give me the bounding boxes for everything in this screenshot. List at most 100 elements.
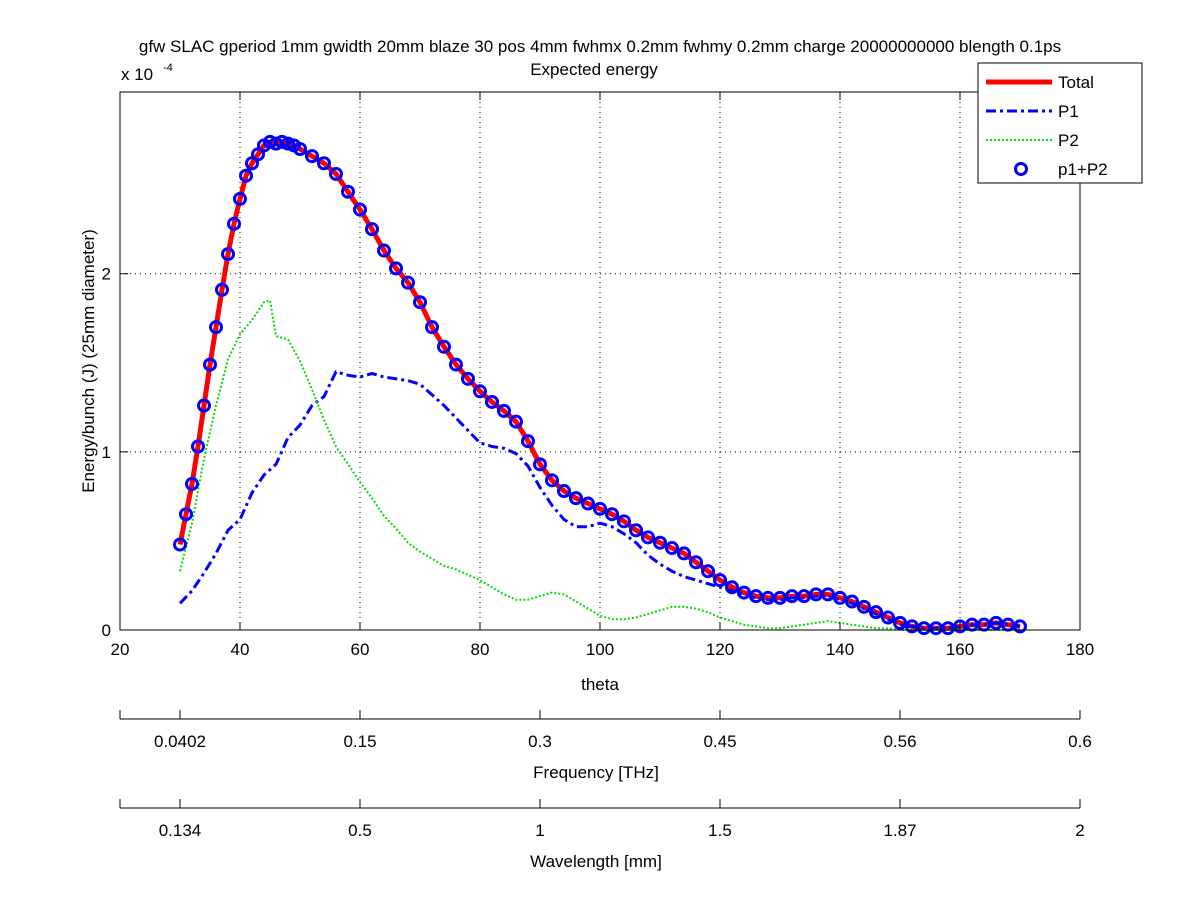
data-point-marker <box>413 295 427 310</box>
data-point-marker <box>233 191 247 206</box>
data-point-marker <box>203 357 217 372</box>
data-point-marker <box>821 587 835 602</box>
secondary-tick-label: 1.87 <box>883 821 916 840</box>
data-point-marker <box>521 434 535 449</box>
data-point-marker <box>227 216 241 231</box>
legend-entry-p1-p2: p1+P2 <box>1014 160 1108 179</box>
secondary-axis-label: Wavelength [mm] <box>530 852 662 871</box>
data-point-marker <box>713 573 727 588</box>
secondary-axis-label: Frequency [THz] <box>533 763 659 782</box>
x-tick-label: 120 <box>706 640 734 659</box>
y-tick-label: 2 <box>102 265 111 284</box>
data-point-marker <box>1013 619 1027 634</box>
secondary-tick-label: 0.56 <box>883 732 916 751</box>
data-point-marker <box>305 149 319 164</box>
legend-label: P2 <box>1058 131 1079 150</box>
data-point-marker <box>449 357 463 372</box>
x-axis-label: theta <box>581 675 619 694</box>
legend: Total P1 P2 p1+P2 <box>977 62 1143 184</box>
data-point-marker <box>737 585 751 600</box>
y-tick-label: 1 <box>102 443 111 462</box>
data-point-marker <box>173 537 187 552</box>
data-point-marker <box>329 166 343 181</box>
x-tick-label: 160 <box>946 640 974 659</box>
data-point-marker <box>641 530 655 545</box>
legend-label: Total <box>1058 73 1094 92</box>
data-point-marker <box>389 261 403 276</box>
data-point-marker <box>833 590 847 605</box>
data-point-marker <box>593 501 607 516</box>
x-tick-label: 100 <box>586 640 614 659</box>
data-point-marker <box>401 275 415 290</box>
series-line <box>179 299 1020 631</box>
secondary-tick-label: 2 <box>1075 821 1084 840</box>
series-p1-p2 <box>173 134 1027 636</box>
data-point-marker <box>221 247 235 262</box>
data-point-marker <box>497 403 511 418</box>
secondary-tick-label: 0.6 <box>1068 732 1092 751</box>
data-point-marker <box>677 546 691 561</box>
data-point-marker <box>191 439 205 454</box>
data-point-marker <box>341 184 355 199</box>
data-point-marker <box>215 282 229 297</box>
series-p2 <box>179 299 1020 631</box>
data-point-marker <box>725 580 739 595</box>
data-point-marker <box>281 136 295 151</box>
chart-title: gfw SLAC gperiod 1mm gwidth 20mm blaze 3… <box>139 37 1061 56</box>
y-tick-label: 0 <box>102 621 111 640</box>
legend-entry-p1: P1 <box>986 102 1079 121</box>
data-point-marker <box>461 371 475 386</box>
secondary-axis-frequency: 0.0402 0.15 0.3 0.45 0.56 0.6 Frequency [THz] <box>119 710 1092 782</box>
data-point-marker <box>239 168 253 183</box>
legend-entry-p2: P2 <box>986 131 1079 150</box>
data-point-marker <box>701 564 715 579</box>
data-point-marker <box>845 594 859 609</box>
secondary-tick-label: 0.45 <box>703 732 736 751</box>
data-point-marker <box>179 507 193 522</box>
y-exponent-base: x 10 <box>121 65 153 84</box>
data-point-marker <box>275 134 289 149</box>
secondary-tick-label: 1.5 <box>708 821 732 840</box>
data-point-marker <box>317 156 331 171</box>
y-exponent-power: -4 <box>163 62 173 74</box>
x-tick-label: 20 <box>111 640 130 659</box>
data-point-marker <box>605 507 619 522</box>
data-point-marker <box>293 142 307 157</box>
secondary-tick-label: 0.15 <box>343 732 376 751</box>
legend-entry-total: Total <box>986 73 1094 92</box>
secondary-tick-label: 0.3 <box>528 732 552 751</box>
data-point-marker <box>185 476 199 491</box>
y-axis-label: Energy/bunch (J) (25mm diameter) <box>79 229 98 493</box>
data-point-marker <box>377 243 391 258</box>
series-p1 <box>178 370 1021 630</box>
axis-ticks: 20 40 60 80 100 120 140 160 180 0 1 2 <box>102 92 1094 659</box>
data-point-marker <box>617 514 631 529</box>
data-point-marker <box>509 414 523 429</box>
series-line <box>178 370 1021 630</box>
legend-label: P1 <box>1058 102 1079 121</box>
data-point-marker <box>353 202 367 217</box>
legend-marker <box>1014 162 1028 176</box>
secondary-tick-label: 0.0402 <box>154 732 206 751</box>
data-point-marker <box>209 320 223 335</box>
data-point-marker <box>689 555 703 570</box>
data-point-marker <box>629 523 643 538</box>
data-point-marker <box>473 384 487 399</box>
secondary-tick-label: 1 <box>535 821 544 840</box>
chart-subtitle: Expected energy <box>530 60 658 79</box>
x-tick-label: 60 <box>351 640 370 659</box>
data-point-marker <box>881 610 895 625</box>
y-exponent-label: x 10 -4 <box>121 62 173 84</box>
data-point-marker <box>485 394 499 409</box>
data-point-marker <box>581 496 595 511</box>
data-point-marker <box>425 320 439 335</box>
data-point-marker <box>857 599 871 614</box>
data-point-marker <box>437 339 451 354</box>
data-point-marker <box>569 491 583 506</box>
x-tick-label: 80 <box>471 640 490 659</box>
secondary-axis-wavelength: 0.134 0.5 1 1.5 1.87 2 Wavelength [mm] <box>119 799 1085 871</box>
secondary-tick-label: 0.5 <box>348 821 372 840</box>
secondary-tick-label: 0.134 <box>159 821 202 840</box>
x-tick-label: 180 <box>1066 640 1094 659</box>
